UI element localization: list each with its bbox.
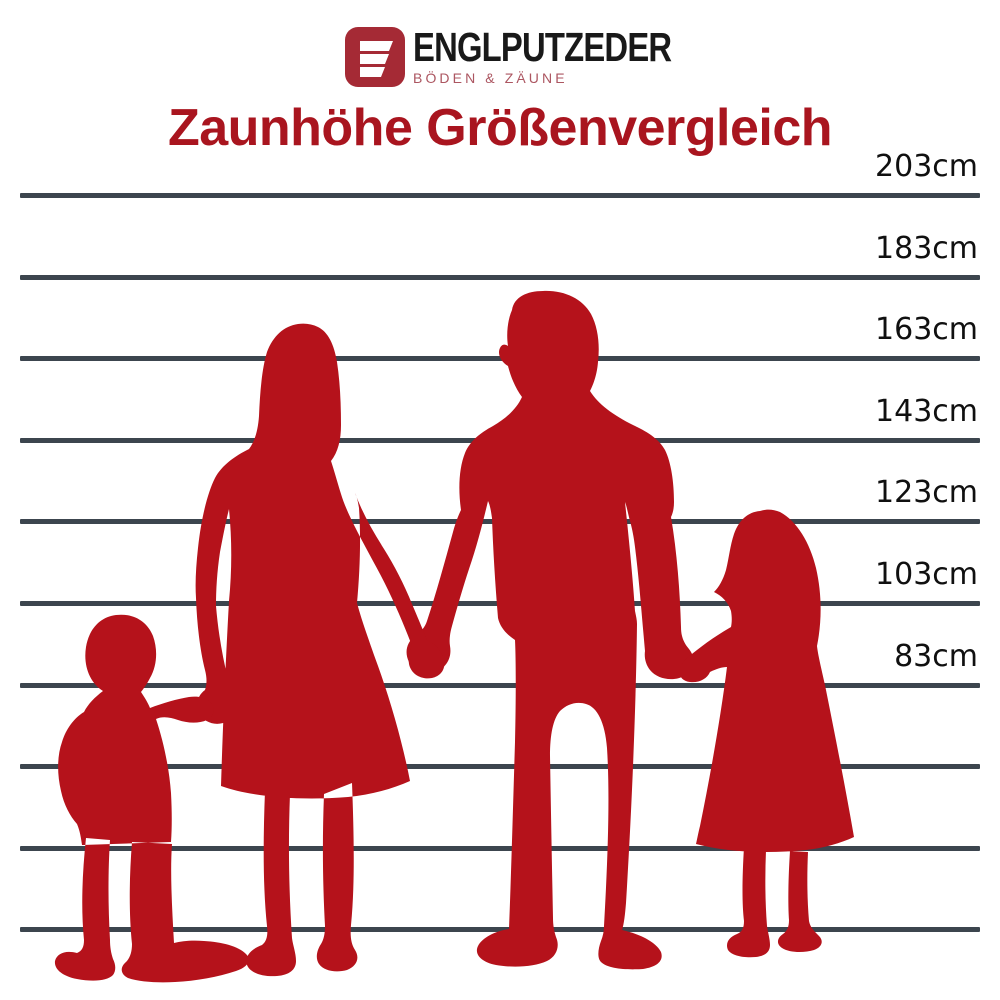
ruler-label: 123cm — [875, 475, 978, 510]
englputzeder-e-icon — [345, 27, 405, 87]
ruler-line — [20, 275, 980, 280]
girl-silhouette — [679, 509, 854, 958]
englputzeder-logo: ENGLPUTZEDER BÖDEN & ZÄUNE — [345, 27, 736, 87]
ruler-label: 163cm — [875, 312, 978, 347]
ruler-label: 103cm — [875, 557, 978, 592]
ruler-line — [20, 927, 980, 932]
ruler-line — [20, 356, 980, 361]
ruler-label: 83cm — [894, 639, 978, 674]
boy-silhouette — [54, 614, 249, 983]
logo-tagline-text: BÖDEN & ZÄUNE — [413, 69, 568, 86]
page-title: Zaunhöhe Größenvergleich — [167, 99, 833, 157]
ruler-line — [20, 764, 980, 769]
ruler-label: 143cm — [875, 394, 978, 429]
ruler-line — [20, 846, 980, 851]
ruler-label: 203cm — [875, 149, 978, 184]
logo-brand-text: ENGLPUTZEDER — [413, 24, 672, 70]
ruler-line — [20, 683, 980, 688]
ruler-line — [20, 193, 980, 198]
woman-silhouette — [195, 323, 445, 977]
man-silhouette — [406, 290, 694, 970]
ruler-label: 183cm — [875, 231, 978, 266]
